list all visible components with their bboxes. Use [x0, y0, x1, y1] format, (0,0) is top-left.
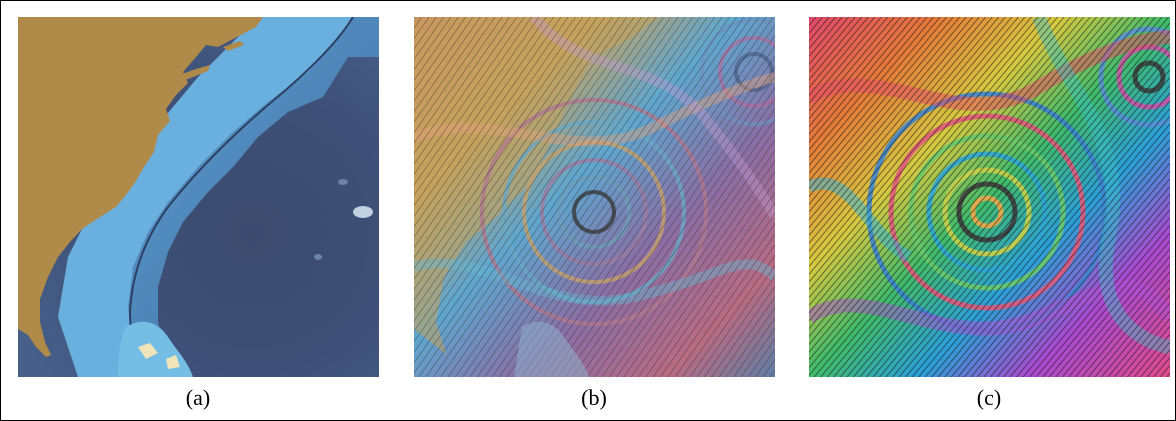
panel-a-bathymetry-map: [18, 17, 379, 377]
panel-b-flow-overlay-map: [414, 17, 775, 377]
caption-b: (b): [581, 385, 607, 410]
panel-c-flow-texture: [809, 17, 1170, 377]
flow-texture-image: [809, 17, 1170, 377]
flow-overlay-image: [414, 17, 775, 377]
bathymetry-map-image: [18, 17, 379, 377]
caption-c: (c): [976, 385, 1002, 410]
caption-a: (a): [185, 385, 211, 410]
